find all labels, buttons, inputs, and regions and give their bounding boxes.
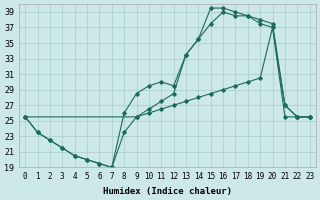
X-axis label: Humidex (Indice chaleur): Humidex (Indice chaleur) [103,187,232,196]
